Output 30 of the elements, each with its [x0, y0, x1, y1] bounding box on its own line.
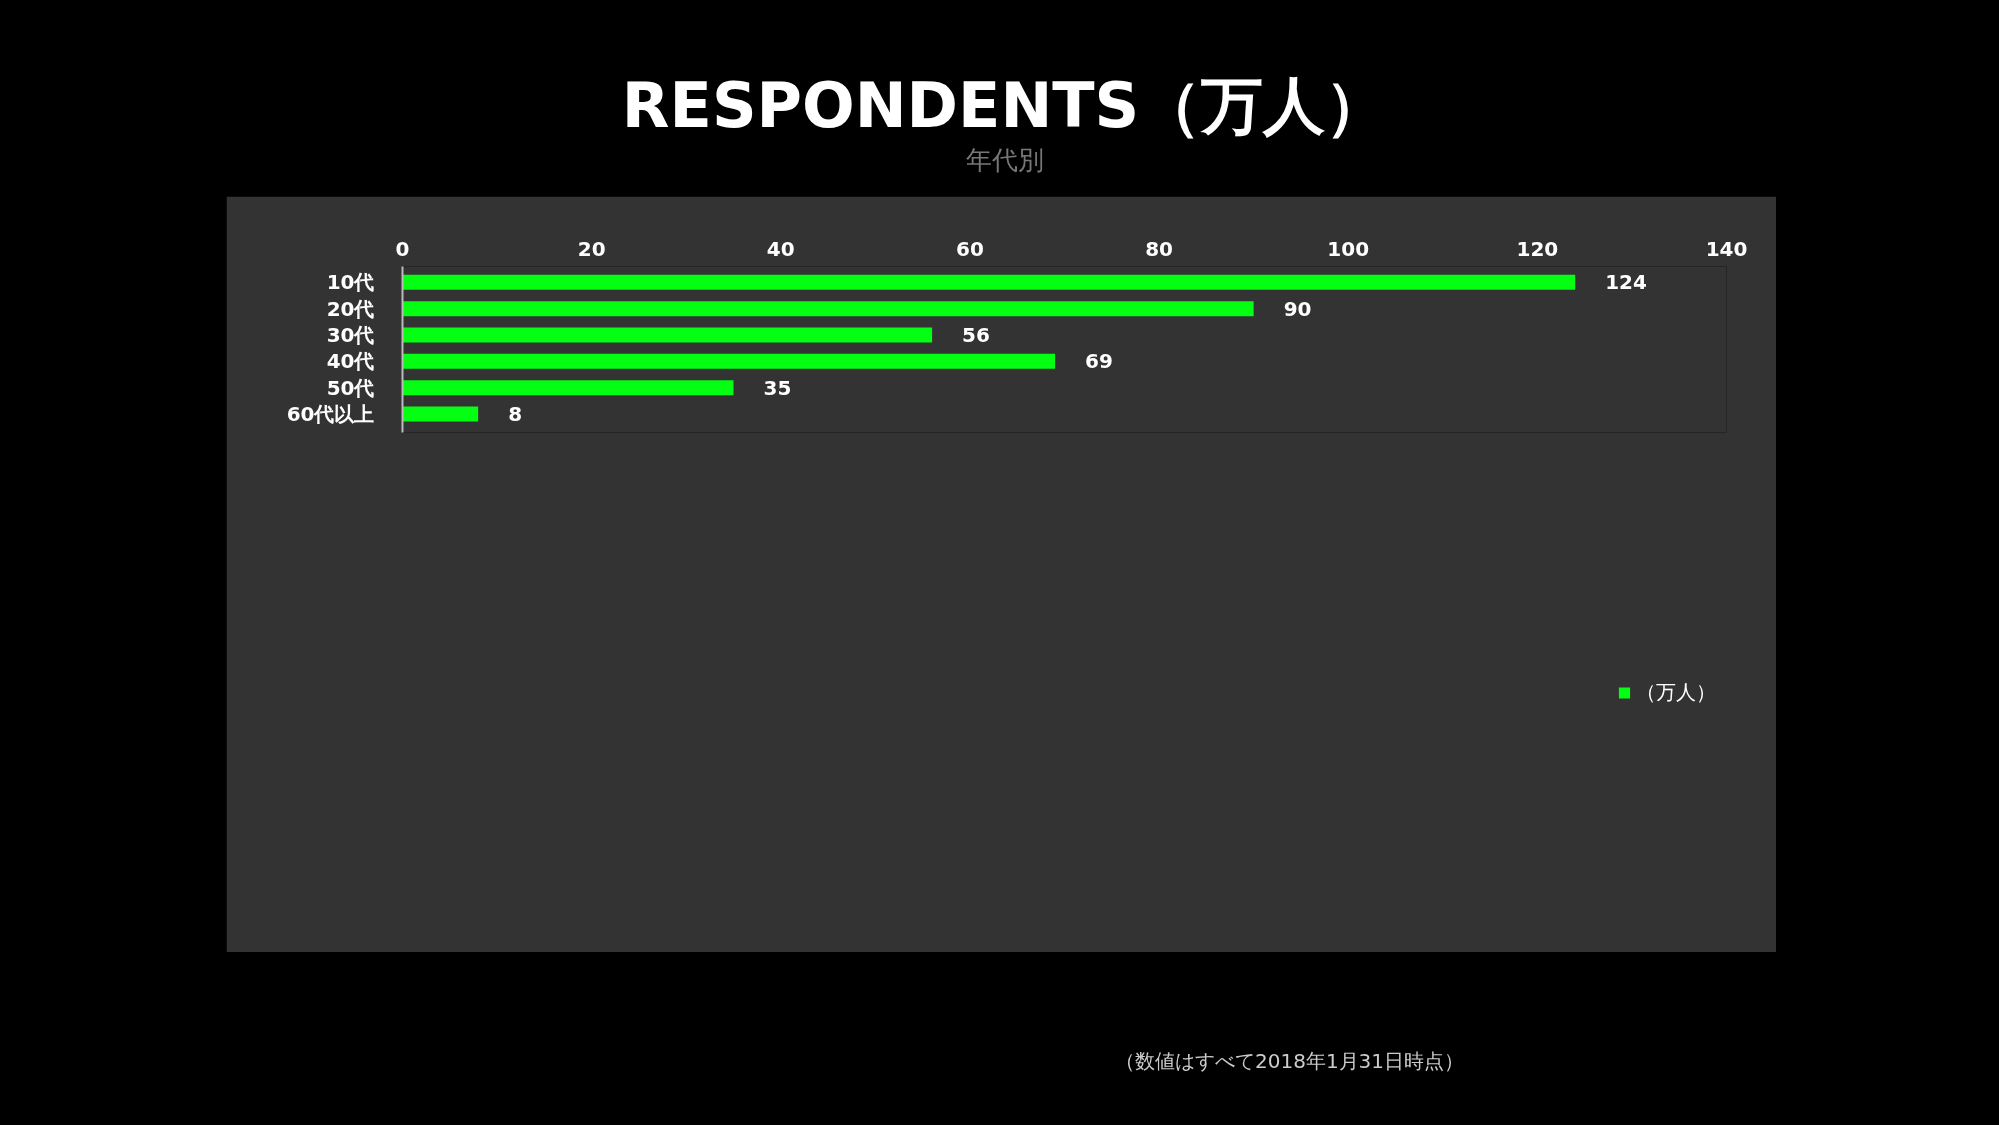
- data-label: 90: [1283, 296, 1312, 321]
- x-tick-label: 140: [1705, 236, 1748, 261]
- x-tick-label: 100: [1327, 236, 1370, 261]
- x-tick-label: 40: [766, 236, 795, 261]
- data-label: 8: [508, 402, 523, 427]
- legend-label: （万人）: [1636, 678, 1716, 706]
- x-tick-label: 0: [395, 236, 410, 261]
- y-tick-label: 50代: [326, 375, 375, 400]
- chart-title: RESPONDENTS（万人）: [621, 69, 1388, 142]
- y-tick-label: 10代: [326, 270, 375, 295]
- data-label: 56: [962, 323, 990, 348]
- x-tick-label: 20: [577, 236, 606, 261]
- chart-subtitle: 年代別: [965, 145, 1044, 175]
- bar: [402, 353, 1056, 369]
- text: （数値はすべて2018年1月31日時点）: [1115, 1048, 1465, 1075]
- data-label: 35: [763, 375, 792, 400]
- x-tick-label: 80: [1145, 236, 1173, 261]
- y-tick-label: 30代: [326, 323, 375, 348]
- x-tick-label: 120: [1516, 236, 1559, 261]
- bar: [402, 380, 734, 396]
- y-tick-label: 60代以上: [286, 402, 375, 427]
- bar: [402, 274, 1576, 290]
- bar: [402, 327, 933, 343]
- bar: [402, 406, 479, 422]
- y-tick-label: 40代: [326, 349, 375, 374]
- data-label: 124: [1605, 270, 1647, 295]
- data-label: 69: [1085, 349, 1113, 374]
- y-tick-label: 20代: [326, 296, 375, 321]
- bar: [402, 301, 1254, 317]
- x-tick-label: 60: [956, 236, 984, 261]
